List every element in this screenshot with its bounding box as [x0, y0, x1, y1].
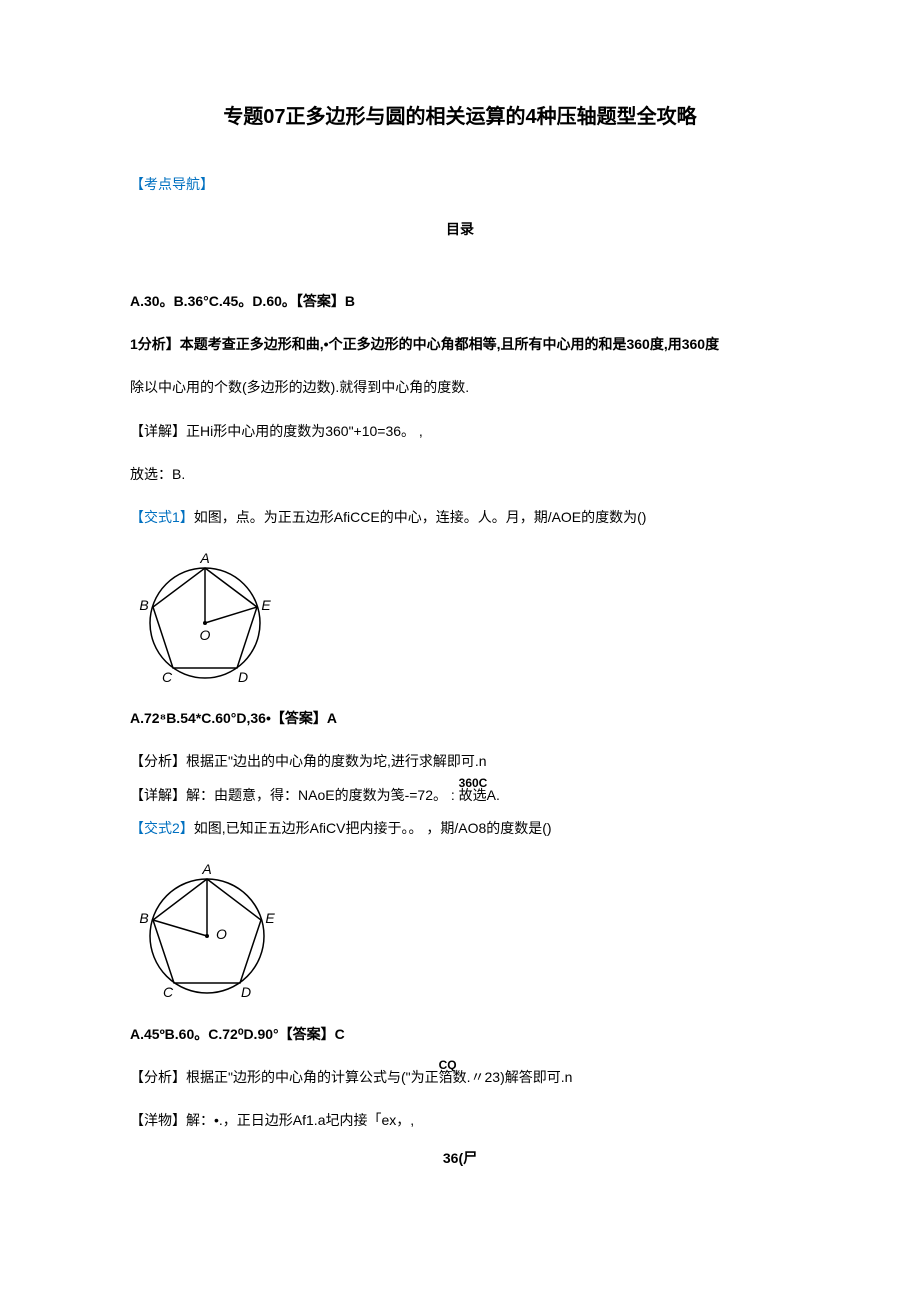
q2-options: A.45ºB.60。C.72⁰D.90°【答案】C [130, 1022, 790, 1047]
label-b-2: B [139, 910, 148, 926]
q1-stem: 如图，点。为正五边形AfiCCE的中心，连接。人。月，期/AOE的度数为() [194, 509, 647, 525]
label-o: O [200, 627, 211, 643]
q2-analysis-line: 【分析】根据正"边形的中心角的计算公式与("为正CQ箔数.〃23)解答即可.n [130, 1065, 790, 1090]
q2-analysis-pre: 【分析】根据正"边形的中心角的计算公式与("为正 [130, 1069, 439, 1085]
q0-analysis-1: 1分析】本题考查正多边形和曲,•个正多边形的中心角都相等,且所有中心用的和是36… [130, 332, 790, 357]
label-a-2: A [201, 861, 211, 877]
q0-analysis-2: 除以中心用的个数(多边形的边数).就得到中心角的度数. [130, 375, 790, 400]
section-heading-kaodian: 【考点导航】 [130, 174, 790, 194]
q1-stem-line: 【交式1】如图，点。为正五边形AfiCCE的中心，连接。人。月，期/AOE的度数… [130, 505, 790, 530]
q2-analysis-post: 箔数.〃23)解答即可.n [439, 1069, 573, 1085]
line-oe [205, 607, 257, 623]
label-c: C [162, 669, 173, 685]
pentagon-svg-2: A B C D E O [130, 859, 285, 1004]
q2-detail: 【洋物】解：•.，正日边形Af1.a圮内接「ex，, [130, 1108, 790, 1133]
q2-stem-line: 【交式2】如图,已知正五边形AfiCV把内接于。。 ，期/AO8的度数是() [130, 816, 790, 841]
q2-stem: 如图,已知正五边形AfiCV把内接于。。 ，期/AO8的度数是() [194, 820, 552, 836]
q2-analysis-sup-wrap: CQ箔数.〃23)解答即可.n [439, 1069, 573, 1085]
label-c-2: C [163, 984, 174, 1000]
q1-options: A.72⁸B.54*C.60°D,36•【答案】A [130, 706, 790, 731]
q1-detail-sup-wrap: 360C故选A. [459, 787, 500, 803]
center-dot [203, 621, 207, 625]
label-b: B [139, 597, 148, 613]
page-title: 专题07正多边形与圆的相关运算的4种压轴题型全攻略 [130, 100, 790, 129]
label-o-2: O [216, 926, 227, 942]
q1-prefix: 【交式1】 [130, 509, 194, 525]
center-dot-2 [205, 934, 209, 938]
label-a: A [199, 550, 209, 566]
q0-detail: 【详解】正Hi形中心用的度数为360"+10=36。 , [130, 419, 790, 444]
pentagon-figure-2: A B C D E O [130, 859, 790, 1007]
q1-detail-pre: 【详解】解：由题意，得：NAoE的度数为笺-=72。 : [130, 787, 459, 803]
q2-analysis-sup: CQ [439, 1055, 457, 1077]
q1-detail-line: 【详解】解：由题意，得：NAoE的度数为笺-=72。 : 360C故选A. [130, 783, 790, 808]
q0-options: A.30。B.36°C.45。D.60。【答案】B [130, 289, 790, 314]
label-e: E [261, 597, 271, 613]
page-number: 36(尸 [130, 1148, 790, 1168]
q1-analysis: 【分析】根据正"边出的中心角的度数为坨,进行求解即可.n [130, 749, 790, 774]
line-ob-2 [153, 920, 207, 936]
section-heading-mulu: 目录 [130, 219, 790, 239]
label-e-2: E [265, 910, 275, 926]
label-d-2: D [241, 984, 251, 1000]
pentagon-svg-1: A B C D E O [130, 548, 280, 688]
q0-select: 放选：B. [130, 462, 790, 487]
pentagon-figure-1: A B C D E O [130, 548, 790, 691]
q1-detail-sup: 360C [459, 773, 488, 795]
q2-prefix: 【交式2】 [130, 820, 194, 836]
label-d: D [238, 669, 248, 685]
